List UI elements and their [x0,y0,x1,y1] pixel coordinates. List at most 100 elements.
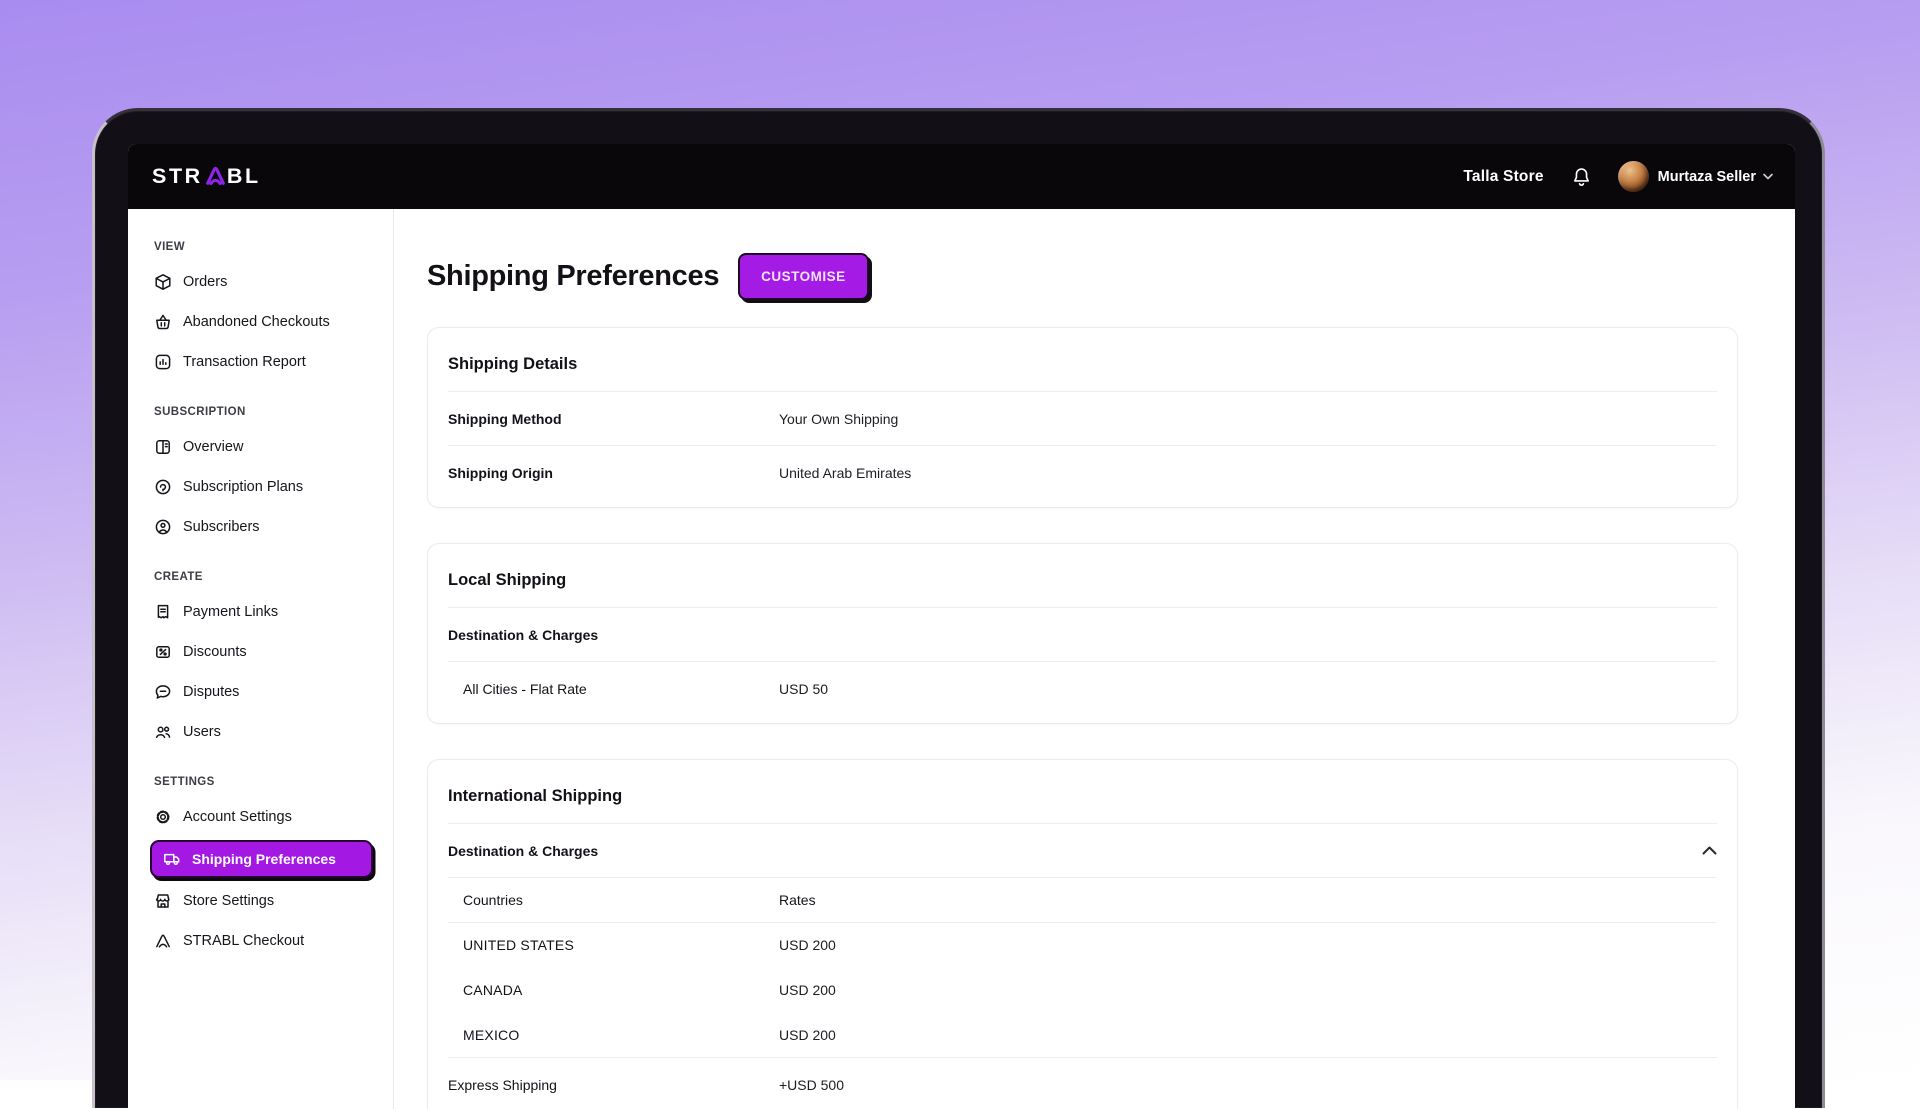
card-title: International Shipping [448,760,1717,823]
sidebar-item-label: Payment Links [183,604,278,620]
chevron-up-icon [1702,846,1717,855]
sidebar-item-label: Disputes [183,684,239,700]
international-shipping-card: International Shipping Destination & Cha… [427,759,1738,1109]
dispute-icon [154,683,172,701]
laptop-frame: STR BL Talla Store [92,108,1825,1108]
main-content: Shipping Preferences CUSTOMISE Shipping … [394,209,1795,1109]
package-icon [154,273,172,291]
sidebar-item-label: Users [183,724,221,740]
destination-charges-row: Destination & Charges [448,823,1717,877]
sidebar-item-discounts[interactable]: Discounts [128,632,393,672]
sidebar-item-transaction-report[interactable]: Transaction Report [128,342,393,382]
sidebar-item-abandoned-checkouts[interactable]: Abandoned Checkouts [128,302,393,342]
bell-icon[interactable] [1571,166,1592,188]
sidebar-item-orders[interactable]: Orders [128,262,393,302]
sidebar-item-users[interactable]: Users [128,712,393,752]
sidebar-section-create: CREATE Payment Links Discounts [128,561,393,752]
strabl-triangle-icon [205,166,226,185]
report-icon [154,353,172,371]
row-value: United Arab Emirates [779,465,1717,481]
store-name[interactable]: Talla Store [1463,168,1543,186]
sidebar-section-subscription: SUBSCRIPTION Overview Subscription Plan [128,396,393,547]
page-title: Shipping Preferences [427,260,719,293]
payment-link-icon [154,603,172,621]
sidebar-item-label: Store Settings [183,893,274,909]
table-row: UNITED STATES USD 200 [448,922,1717,967]
row-label: Shipping Method [448,411,779,427]
country-cell: MEXICO [463,1027,779,1043]
column-header-rates: Rates [779,892,1717,908]
sidebar-section-settings: SETTINGS Account Settings Shipping Pref [128,766,393,961]
sidebar-item-label: Abandoned Checkouts [183,314,330,330]
users-icon [154,723,172,741]
section-title: VIEW [128,231,393,262]
shipping-origin-row: Shipping Origin United Arab Emirates [448,445,1717,499]
country-cell: CANADA [463,982,779,998]
page-header: Shipping Preferences CUSTOMISE [427,253,1738,300]
row-value: USD 50 [779,681,1717,697]
sidebar-item-label: Orders [183,274,227,290]
sidebar-item-label: Discounts [183,644,247,660]
sidebar-item-label: STRABL Checkout [183,933,304,949]
truck-icon [163,850,181,868]
sidebar-item-account-settings[interactable]: Account Settings [128,797,393,837]
sidebar-item-label: Transaction Report [183,354,306,370]
gear-icon [154,808,172,826]
rate-cell: USD 200 [779,937,1717,953]
strabl-logo[interactable]: STR BL [152,164,261,189]
subscriber-icon [154,518,172,536]
sidebar-item-shipping-preferences[interactable]: Shipping Preferences [150,840,373,878]
sidebar-item-label: Subscription Plans [183,479,303,495]
content-area: VIEW Orders Abandoned Checkouts [128,209,1795,1109]
sidebar-item-label: Overview [183,439,243,455]
user-menu[interactable]: Murtaza Seller [1658,169,1756,185]
logo-text-suffix: BL [227,164,261,189]
store-icon [154,892,172,910]
row-label: Destination & Charges [448,627,779,643]
sidebar-item-label: Shipping Preferences [192,851,336,867]
row-value: +USD 500 [779,1077,1717,1093]
table-row: CANADA USD 200 [448,967,1717,1012]
sidebar-item-disputes[interactable]: Disputes [128,672,393,712]
card-title: Shipping Details [448,328,1717,391]
row-label: Shipping Origin [448,465,779,481]
logo-text-prefix: STR [152,164,203,189]
column-header-countries: Countries [463,892,779,908]
sidebar-item-label: Subscribers [183,519,260,535]
table-row: MEXICO USD 200 [448,1012,1717,1057]
express-shipping-row: Express Shipping +USD 500 [448,1057,1717,1109]
topbar: STR BL Talla Store [128,144,1795,209]
sidebar-item-subscription-plans[interactable]: Subscription Plans [128,467,393,507]
topbar-right: Talla Store Murtaza Seller [1463,161,1773,192]
flat-rate-row: All Cities - Flat Rate USD 50 [448,661,1717,715]
row-value: Your Own Shipping [779,411,1717,427]
sidebar-item-payment-links[interactable]: Payment Links [128,592,393,632]
sidebar: VIEW Orders Abandoned Checkouts [128,209,394,1109]
card-title: Local Shipping [448,544,1717,607]
overview-icon [154,438,172,456]
country-cell: UNITED STATES [463,937,779,953]
sidebar-item-subscribers[interactable]: Subscribers [128,507,393,547]
chevron-down-icon[interactable] [1763,173,1773,180]
sidebar-item-overview[interactable]: Overview [128,427,393,467]
customise-button[interactable]: CUSTOMISE [738,253,869,300]
app-window: STR BL Talla Store [128,144,1795,1109]
section-title: SETTINGS [128,766,393,797]
rate-cell: USD 200 [779,982,1717,998]
basket-icon [154,313,172,331]
avatar[interactable] [1618,161,1649,192]
desktop-background: STR BL Talla Store [0,0,1920,1080]
sidebar-item-store-settings[interactable]: Store Settings [128,881,393,921]
section-title: CREATE [128,561,393,592]
local-shipping-card: Local Shipping Destination & Charges All… [427,543,1738,724]
sidebar-section-view: VIEW Orders Abandoned Checkouts [128,231,393,382]
destination-charges-row: Destination & Charges [448,607,1717,661]
plans-icon [154,478,172,496]
rate-cell: USD 200 [779,1027,1717,1043]
shipping-method-row: Shipping Method Your Own Shipping [448,391,1717,445]
collapse-toggle[interactable] [1691,846,1717,855]
shipping-details-card: Shipping Details Shipping Method Your Ow… [427,327,1738,508]
row-label: All Cities - Flat Rate [463,681,779,697]
row-label: Destination & Charges [448,843,779,859]
sidebar-item-strabl-checkout[interactable]: STRABL Checkout [128,921,393,961]
